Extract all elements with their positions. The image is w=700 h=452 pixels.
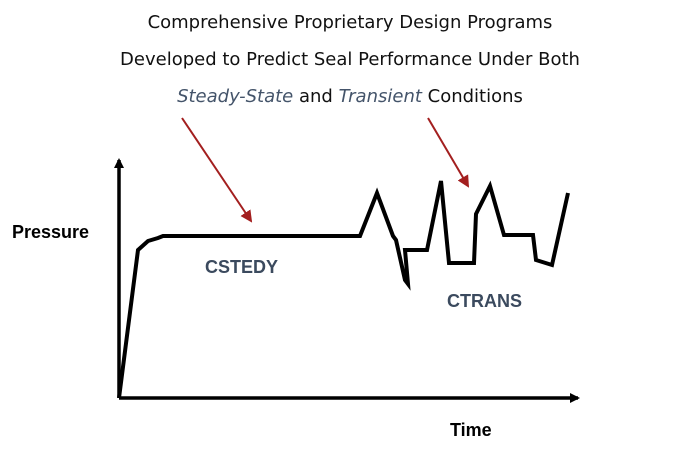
title-line-2: Developed to Predict Seal Performance Un… xyxy=(120,49,580,70)
x-axis-label: Time xyxy=(450,420,492,440)
pressure-curve xyxy=(117,180,570,399)
transient-term: Transient xyxy=(338,86,422,107)
transient-arrow xyxy=(427,117,470,188)
title-line-1: Comprehensive Proprietary Design Program… xyxy=(147,12,553,33)
title-line-3: Steady-State and Transient Conditions xyxy=(0,86,700,107)
title-line-3-connector: and xyxy=(293,86,339,107)
steady-state-term: Steady-State xyxy=(177,86,294,107)
title-line-3-ending: Conditions xyxy=(421,86,523,107)
ctrans-label: CTRANS xyxy=(447,291,522,311)
steady-state-arrow xyxy=(181,117,253,223)
y-axis-label: Pressure xyxy=(12,222,89,242)
cstedy-label: CSTEDY xyxy=(205,257,278,277)
